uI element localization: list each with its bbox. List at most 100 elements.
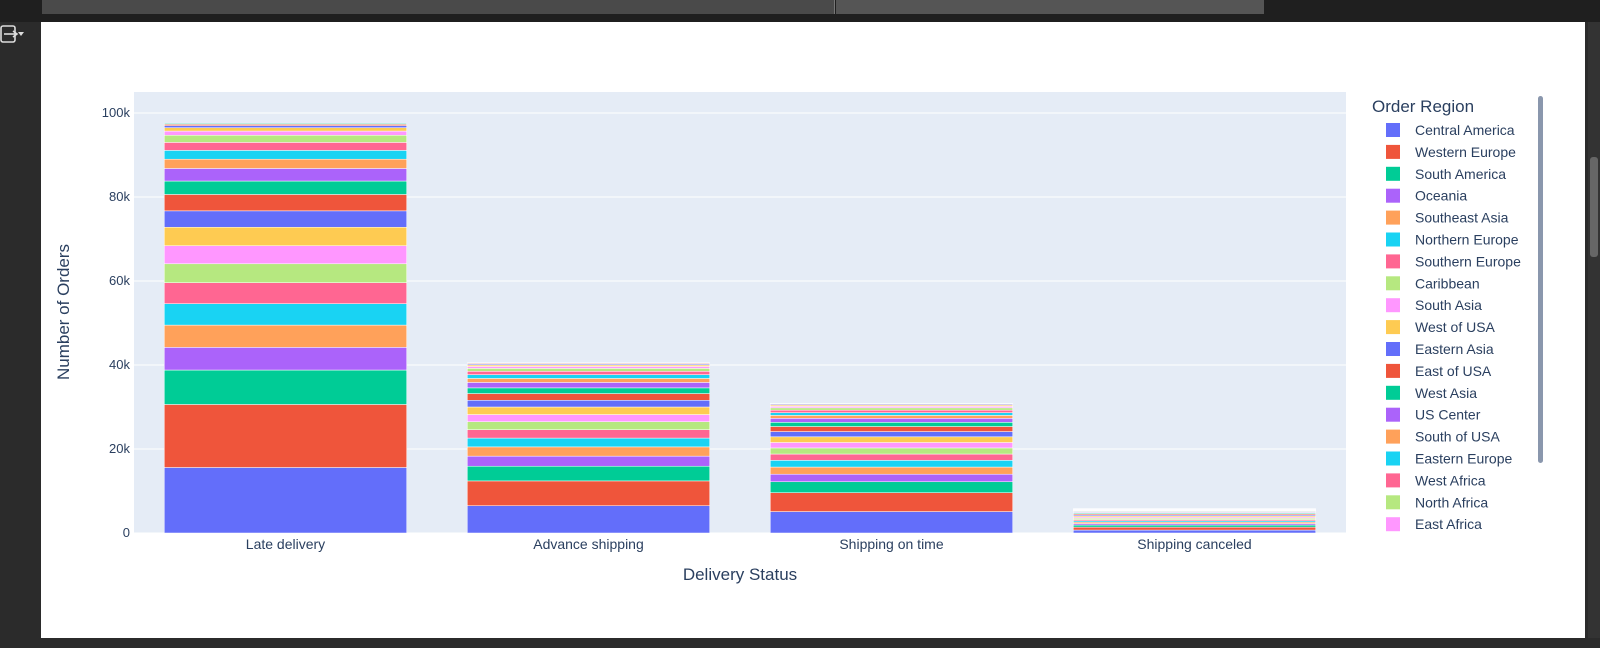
legend-item[interactable]: North Africa [1386,494,1488,510]
bar-segment[interactable] [164,263,407,283]
bar-segment[interactable] [1073,526,1316,531]
bar-segment[interactable] [467,400,710,408]
bar-segment[interactable] [467,480,710,506]
bar-segment[interactable] [770,442,1013,449]
legend-item[interactable]: Oceania [1386,188,1467,204]
legend-item[interactable]: Central America [1386,122,1515,138]
legend-swatch [1386,144,1400,159]
legend-swatch [1386,385,1400,400]
legend-item[interactable]: West Africa [1386,472,1486,488]
legend-item[interactable]: Southern Europe [1386,253,1521,269]
bar-segment[interactable] [164,125,407,128]
bar-segment[interactable] [164,135,407,143]
bar-segment[interactable] [164,324,407,348]
bar-segment[interactable] [770,436,1013,443]
bar-segment[interactable] [467,406,710,415]
bar-segment[interactable] [770,431,1013,438]
bar-segment[interactable] [164,369,407,405]
legend[interactable]: Order Region Central America Western Euro… [1372,97,1521,532]
legend-swatch [1386,495,1400,510]
legend-swatch [1386,276,1400,291]
bar-segment[interactable] [770,407,1013,411]
bar-segment[interactable] [467,374,710,379]
bar-segment[interactable] [164,130,407,136]
bar-segment[interactable] [164,158,407,169]
bar-segment[interactable] [770,466,1013,475]
bar-segment[interactable] [467,437,710,448]
legend-item[interactable]: East of USA [1386,363,1492,379]
bar-segment[interactable] [467,382,710,389]
bar-segment[interactable] [164,142,407,151]
bar-segment[interactable] [164,347,407,371]
tab-strip-segment[interactable] [836,0,1264,14]
bar-segment[interactable] [467,393,710,401]
bar-segment[interactable] [770,418,1013,423]
bar-segment[interactable] [770,492,1013,512]
bar-segment[interactable] [770,473,1013,483]
bar-segment[interactable] [467,362,710,364]
bar-segment[interactable] [770,409,1013,413]
bar-segment[interactable] [770,415,1013,419]
bar-segment[interactable] [770,460,1013,468]
bars[interactable] [164,123,1316,534]
bar-segment[interactable] [467,455,710,467]
bar-segment[interactable] [770,412,1013,416]
bar-segment[interactable] [164,168,407,182]
legend-label: Southeast Asia [1415,210,1509,226]
collapse-output-icon[interactable] [0,24,26,46]
bar-segment[interactable] [164,123,407,125]
bar-segment[interactable] [770,453,1013,461]
legend-item[interactable]: US Center [1386,407,1481,423]
bar-segment[interactable] [164,282,407,304]
bar-segment[interactable] [770,422,1013,427]
legend-scrollbar[interactable] [1538,96,1543,463]
legend-item[interactable]: Western Europe [1386,144,1516,160]
bar-segment[interactable] [467,446,710,457]
legend-item[interactable]: Northern Europe [1386,232,1519,248]
bar-segment[interactable] [467,414,710,422]
page-scrollbar[interactable] [1588,22,1600,638]
legend-item[interactable]: Southeast Asia [1386,210,1509,226]
bar-segment[interactable] [164,180,407,195]
bar-segment[interactable] [164,226,407,246]
bar-segment[interactable] [1073,529,1316,534]
legend-item[interactable]: East Africa [1386,516,1482,532]
bar-segment[interactable] [770,426,1013,432]
plot-output-panel: 0 20k 40k 60k 80k 100k Late delivery Advance s… [41,22,1585,638]
bar-segment[interactable] [467,368,710,372]
bar-segment[interactable] [467,429,710,439]
tab-strip-segment[interactable] [42,0,834,14]
bar-segment[interactable] [467,366,710,369]
legend-swatch [1386,473,1400,488]
bar-segment[interactable] [467,378,710,383]
bar-segment[interactable] [164,210,407,228]
bar-segment[interactable] [770,481,1013,493]
legend-item[interactable]: West of USA [1386,319,1496,335]
bar-segment[interactable] [467,371,710,375]
y-tick-label: 80k [109,189,130,204]
legend-item[interactable]: Eastern Asia [1386,341,1494,357]
bar-segment[interactable] [467,421,710,430]
legend-item[interactable]: South Asia [1386,297,1482,313]
bar-segment[interactable] [164,194,407,212]
bar-segment[interactable] [164,150,407,160]
legend-item[interactable]: West Asia [1386,385,1477,401]
bar-segment[interactable] [164,245,407,265]
legend-item[interactable]: Caribbean [1386,275,1480,291]
legend-item[interactable]: Eastern Europe [1386,451,1512,467]
page-scrollbar-thumb[interactable] [1590,157,1598,257]
legend-item[interactable]: South America [1386,166,1506,182]
legend-item[interactable]: South of USA [1386,429,1500,445]
bar-segment[interactable] [467,465,710,482]
bar-segment[interactable] [1073,524,1316,528]
legend-swatch [1386,429,1400,444]
bar-segment[interactable] [770,447,1013,455]
bar-segment[interactable] [164,467,407,534]
x-tick-label: Shipping on time [839,536,944,552]
bar-segment[interactable] [467,387,710,394]
bar-segment[interactable] [164,404,407,468]
bar-segment[interactable] [467,505,710,534]
bar-segment[interactable] [164,127,407,132]
bar-segment[interactable] [770,511,1013,534]
bar-segment[interactable] [164,303,407,326]
